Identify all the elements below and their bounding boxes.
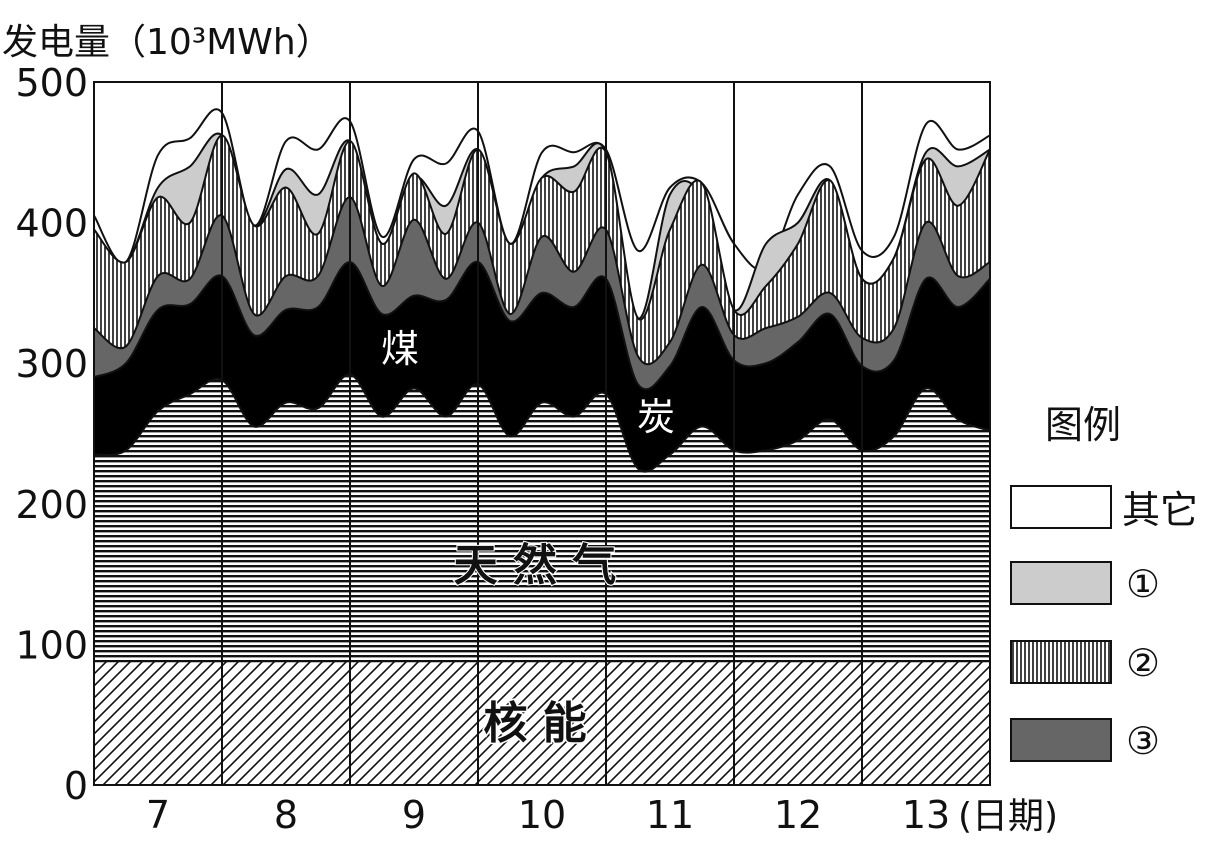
x-tick-label: 7	[146, 793, 170, 837]
x-axis-label: (日期)	[958, 796, 1058, 837]
y-tick-label: 300	[15, 342, 88, 386]
y-axis: 0 100 200 300 400 500	[15, 61, 88, 808]
legend: 图例 其它 ① ② ③	[1010, 403, 1198, 763]
y-tick-label: 500	[15, 61, 88, 105]
legend-item-2: ②	[1010, 640, 1160, 685]
legend-title: 图例	[1045, 403, 1121, 447]
gas-label: 天 然 气	[454, 540, 617, 591]
y-tick-label: 200	[15, 483, 88, 527]
coal-label-1: 煤	[381, 327, 419, 371]
x-axis: 7 8 9 10 11 12 13	[146, 793, 950, 837]
y-axis-label: 发电量（10³MWh）	[2, 22, 332, 63]
coal-label-2: 炭	[637, 395, 675, 439]
legend-swatch-2	[1010, 640, 1112, 684]
legend-label-1: ①	[1126, 562, 1160, 606]
y-tick-label: 100	[15, 623, 88, 667]
x-tick-label: 10	[518, 793, 566, 837]
x-tick-label: 12	[774, 793, 822, 837]
legend-label-other: 其它	[1122, 488, 1198, 532]
legend-label-3: ③	[1126, 719, 1160, 763]
legend-swatch-1	[1010, 561, 1112, 605]
nuclear-label: 核 能	[483, 698, 586, 749]
plot-frame	[93, 81, 991, 786]
x-tick-label: 8	[274, 793, 298, 837]
legend-item-1: ①	[1010, 561, 1160, 606]
legend-label-2: ②	[1126, 641, 1160, 685]
y-tick-label: 0	[64, 764, 88, 808]
legend-swatch-other	[1010, 485, 1112, 529]
x-tick-label: 9	[402, 793, 426, 837]
legend-item-3: ③	[1010, 718, 1160, 763]
y-tick-label: 400	[15, 202, 88, 246]
legend-item-other: 其它	[1010, 485, 1198, 532]
legend-swatch-3	[1010, 718, 1112, 762]
x-tick-label: 11	[646, 793, 694, 837]
area-nuclear	[93, 660, 991, 786]
day-divider-lines	[221, 82, 863, 785]
x-tick-label: 13	[902, 793, 950, 837]
area-layers	[93, 108, 991, 786]
